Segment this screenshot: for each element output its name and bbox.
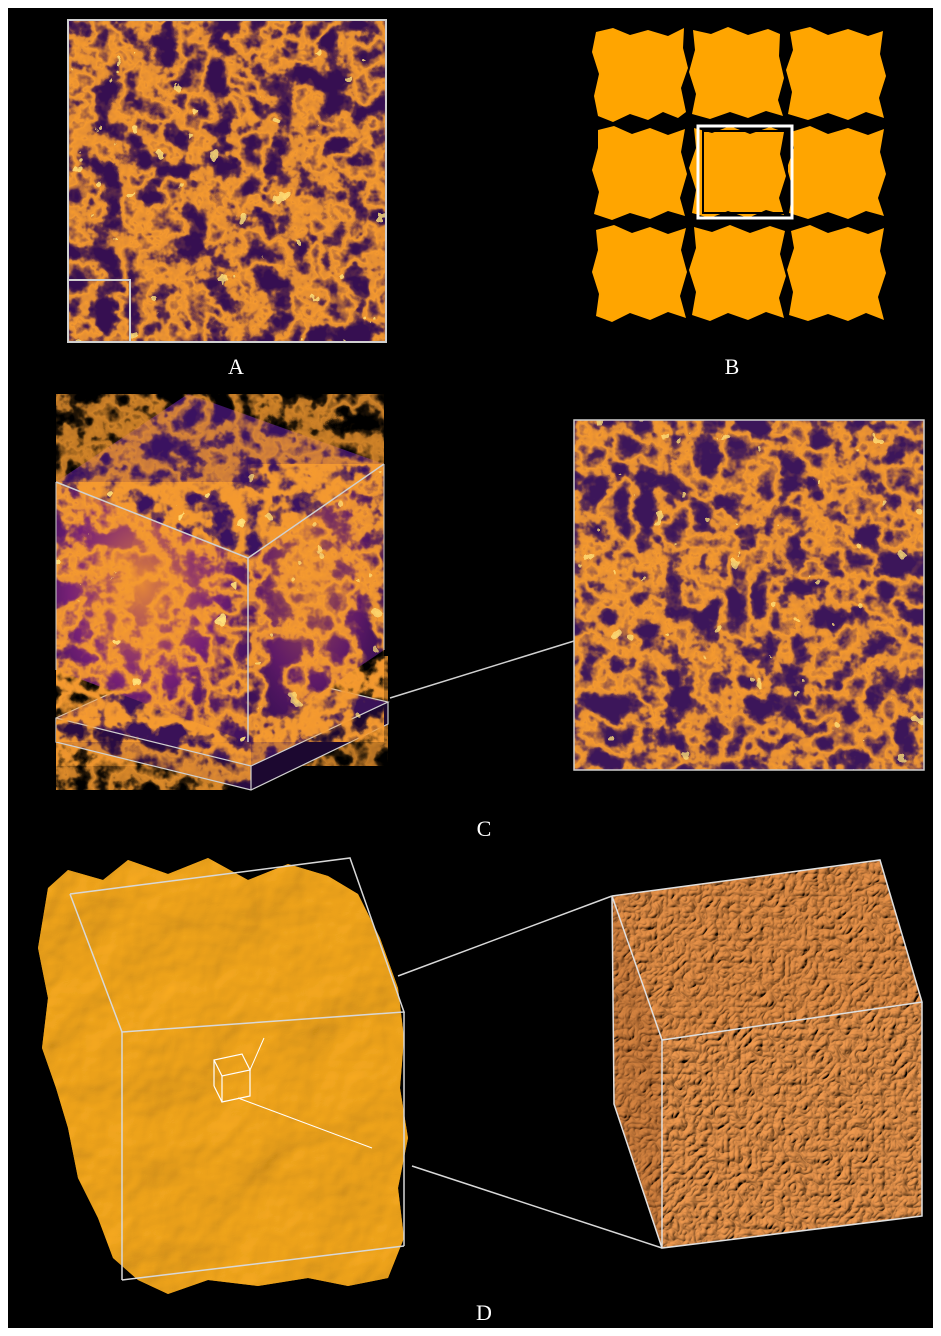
panel-d-cells-cube xyxy=(611,859,923,1249)
panel-b-center-box xyxy=(696,124,794,220)
panel-d-surface-cube xyxy=(38,857,923,1294)
tile-5 xyxy=(689,126,786,218)
figure-graphics xyxy=(38,19,925,1294)
tile-6 xyxy=(787,126,886,219)
tile-1 xyxy=(592,28,688,122)
tile-3 xyxy=(786,27,886,120)
panel-label-d: D xyxy=(476,1300,492,1325)
tile-8 xyxy=(689,225,786,321)
panel-a-density-slice xyxy=(67,19,387,343)
panel-label-a: A xyxy=(228,354,244,379)
tile-4 xyxy=(592,126,687,220)
figure-panel: A B C D xyxy=(8,8,933,1328)
tile-7 xyxy=(592,225,687,322)
panel-label-b: B xyxy=(724,354,740,379)
tile-2 xyxy=(689,27,784,119)
panel-b-tiled-domain xyxy=(592,27,886,322)
panel-d-connector-bottom xyxy=(411,1165,663,1249)
tile-9 xyxy=(787,225,886,321)
small-subcube xyxy=(213,1037,373,1149)
panel-a-inset-box xyxy=(67,279,131,343)
panel-c-connector xyxy=(389,640,575,699)
panel-c-density-cube xyxy=(55,394,925,791)
panel-d-connector-top xyxy=(397,895,613,977)
panel-label-c: C xyxy=(476,816,492,841)
